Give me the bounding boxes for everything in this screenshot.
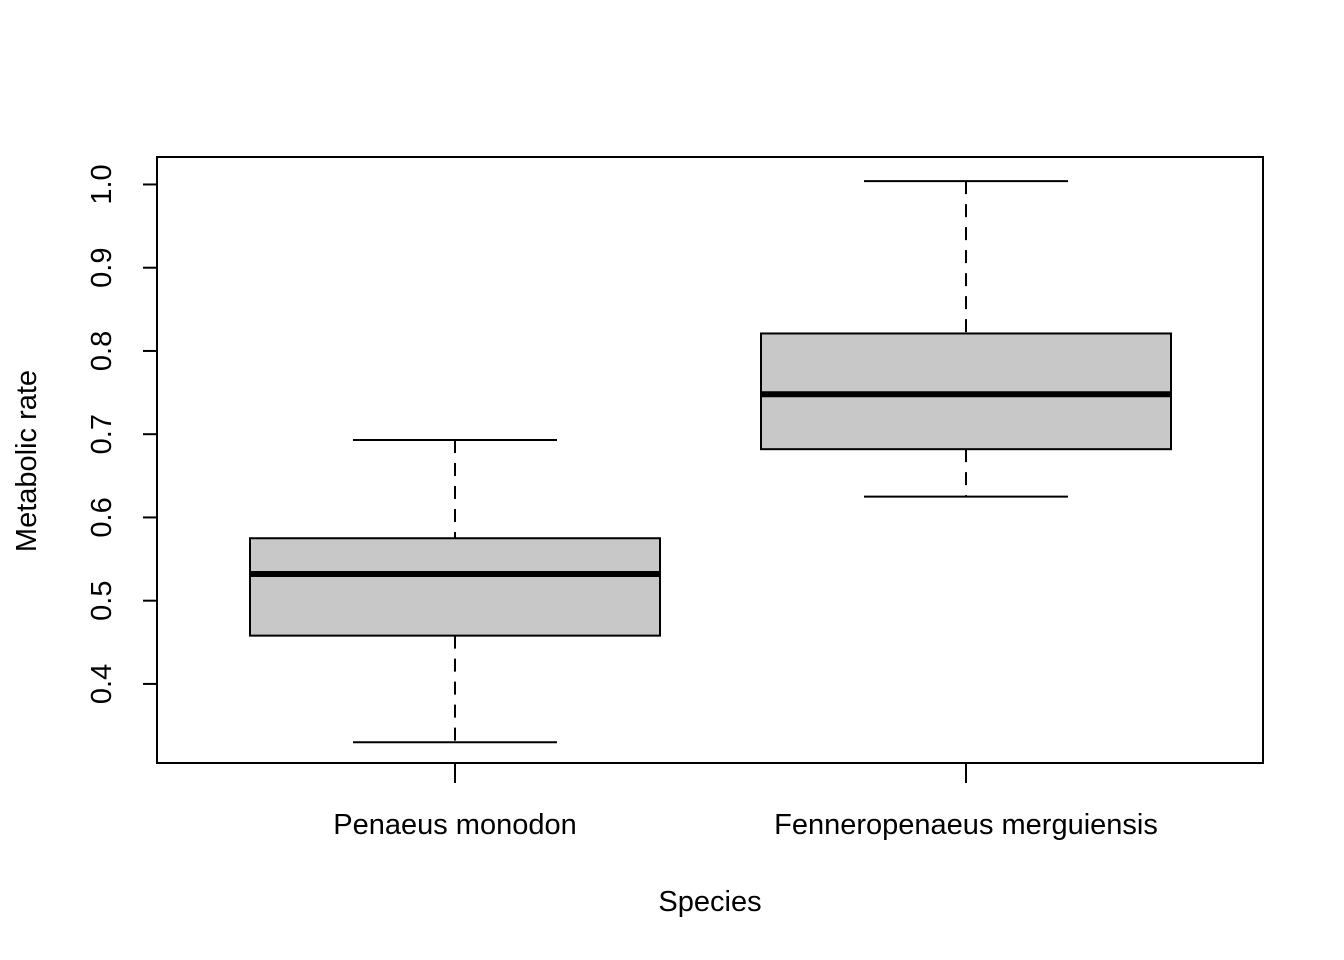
y-tick-label: 0.9 (86, 248, 118, 288)
box-group (760, 180, 1172, 498)
x-tick-label: Fenneropenaeus merguiensis (774, 809, 1158, 841)
x-tick-label: Penaeus monodon (333, 809, 576, 841)
x-axis: Penaeus monodon Fenneropenaeus merguiensi… (333, 763, 1158, 841)
y-tick-label: 0.7 (86, 414, 118, 454)
y-tick-label: 1.0 (86, 164, 118, 204)
y-tick-label: 0.8 (86, 331, 118, 371)
plot-frame (156, 156, 1264, 764)
y-axis-title: Metabolic rate (11, 370, 43, 552)
y-tick-label: 0.5 (86, 581, 118, 621)
iqr-box (249, 537, 661, 637)
box-group (249, 439, 661, 744)
boxes-layer (249, 180, 1172, 744)
y-tick-label: 0.6 (86, 497, 118, 537)
y-axis: 0.4 0.5 0.6 0.7 0.8 0.9 1.0 (86, 164, 158, 704)
y-tick-label: 0.4 (86, 664, 118, 704)
x-axis-title: Species (658, 886, 761, 918)
